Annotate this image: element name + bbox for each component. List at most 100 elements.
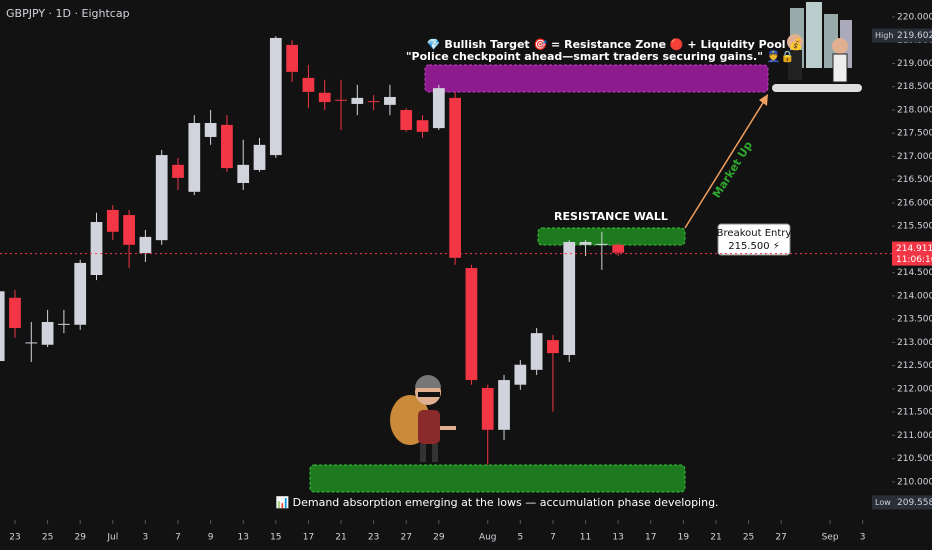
annotation: RESISTANCE WALL xyxy=(554,210,668,223)
candle-body xyxy=(416,120,429,132)
extreme-price-label: 209.558 xyxy=(897,498,932,508)
resistance-zone xyxy=(537,227,686,246)
annotation: "Police checkpoint ahead—smart traders s… xyxy=(406,49,794,63)
extreme-price-tag xyxy=(894,495,932,510)
candle-body xyxy=(286,44,298,72)
candle-body xyxy=(302,77,315,92)
annotation: 💎 Bullish Target 🎯 = Resistance Zone 🔴 +… xyxy=(427,38,803,51)
breakout-price: 215.500 ⚡ xyxy=(728,241,780,252)
candle-body xyxy=(612,244,625,253)
extreme-price-tag xyxy=(894,28,932,43)
annotation: 📊 Demand absorption emerging at the lows… xyxy=(275,496,718,509)
x-tick-label: 13 xyxy=(237,533,248,543)
candle-body xyxy=(318,92,331,103)
candle-body xyxy=(0,291,5,362)
breakout-box xyxy=(717,223,791,256)
annotation: Market Up xyxy=(710,139,755,200)
chart-title: GBPJPY · 1D · Eightcap xyxy=(6,7,130,20)
x-tick-label: 23 xyxy=(9,533,20,543)
x-tick-label: 29 xyxy=(433,533,445,543)
x-tick-label: 13 xyxy=(612,533,623,543)
x-tick-label: 9 xyxy=(208,533,214,543)
candle-body xyxy=(595,243,608,245)
current-price-label: 214.911 xyxy=(896,244,932,254)
candle-body xyxy=(498,380,510,430)
y-tick-label: 217.000 xyxy=(897,152,932,162)
y-tick-label: 218.000 xyxy=(897,105,932,115)
y-tick-label: 210.500 xyxy=(897,454,932,464)
extreme-tag-name: Low xyxy=(875,498,891,507)
y-tick-label: 216.500 xyxy=(897,175,932,185)
candle-body xyxy=(530,333,543,370)
x-tick-label: Aug xyxy=(479,533,497,543)
x-tick-label: 25 xyxy=(42,533,53,543)
countdown: 11:06:16 xyxy=(896,255,932,265)
x-tick-label: 29 xyxy=(74,533,86,543)
candle-body xyxy=(106,209,119,232)
x-tick-label: 21 xyxy=(335,533,346,543)
x-tick-label: 5 xyxy=(517,533,523,543)
police-illustration xyxy=(772,2,862,92)
candle-body xyxy=(465,268,478,381)
extreme-tag-name: High xyxy=(875,31,893,40)
target-zone xyxy=(424,64,769,93)
extreme-price-label: 219.602 xyxy=(897,31,932,41)
x-tick-label: Sep xyxy=(822,533,839,543)
candle-body xyxy=(547,340,559,354)
y-tick-label: 218.500 xyxy=(897,82,932,92)
candle-body xyxy=(139,236,152,254)
candle-body xyxy=(269,37,282,156)
candle-body xyxy=(384,96,396,105)
y-tick-label: 219.000 xyxy=(897,59,932,69)
x-tick-label: 3 xyxy=(860,533,866,543)
candle-body xyxy=(172,164,184,178)
candle-body xyxy=(400,109,413,130)
x-tick-label: 7 xyxy=(550,533,556,543)
candle-body xyxy=(74,262,87,325)
candle-body xyxy=(188,123,201,192)
candle-body xyxy=(155,155,168,241)
current-price-tag xyxy=(892,241,932,266)
candle-body xyxy=(367,101,380,103)
arrow xyxy=(684,97,767,229)
candle-body xyxy=(514,364,527,385)
extreme-tag xyxy=(872,495,894,510)
price-axis xyxy=(892,0,932,550)
candle-body xyxy=(90,222,103,276)
extreme-tag xyxy=(872,28,894,43)
x-tick-label: 19 xyxy=(678,533,690,543)
y-tick-label: 216.000 xyxy=(897,198,932,208)
candle-body xyxy=(481,387,494,430)
x-tick-label: 3 xyxy=(143,533,149,543)
candle-body xyxy=(237,164,250,183)
candle-body xyxy=(351,97,364,104)
y-tick-label: 214.000 xyxy=(897,291,932,301)
x-tick-label: 17 xyxy=(645,533,656,543)
x-tick-label: 17 xyxy=(303,533,314,543)
y-tick-label: 211.000 xyxy=(897,431,932,441)
y-tick-label: 212.000 xyxy=(897,384,932,394)
candle-body xyxy=(25,342,38,344)
y-tick-label: 217.500 xyxy=(897,129,932,139)
x-tick-label: 23 xyxy=(368,533,379,543)
x-tick-label: Jul xyxy=(106,533,118,543)
thief-illustration xyxy=(390,375,456,462)
candle-body xyxy=(579,242,592,245)
x-tick-label: 15 xyxy=(270,533,281,543)
y-tick-label: 214.500 xyxy=(897,268,932,278)
candle-body xyxy=(204,123,217,137)
y-tick-label: 213.000 xyxy=(897,338,932,348)
x-tick-label: 21 xyxy=(710,533,721,543)
x-tick-label: 7 xyxy=(175,533,181,543)
candle-body xyxy=(123,215,135,245)
y-tick-label: 220.000 xyxy=(897,13,932,23)
candle-body xyxy=(335,99,347,101)
candle-body xyxy=(432,88,445,129)
y-tick-label: 210.000 xyxy=(897,477,932,487)
y-tick-label: 211.500 xyxy=(897,408,932,418)
candle-body xyxy=(253,144,266,170)
arrow-head xyxy=(759,94,768,106)
y-tick-label: 213.500 xyxy=(897,315,932,325)
annotation: Breakout Entry xyxy=(717,228,792,239)
